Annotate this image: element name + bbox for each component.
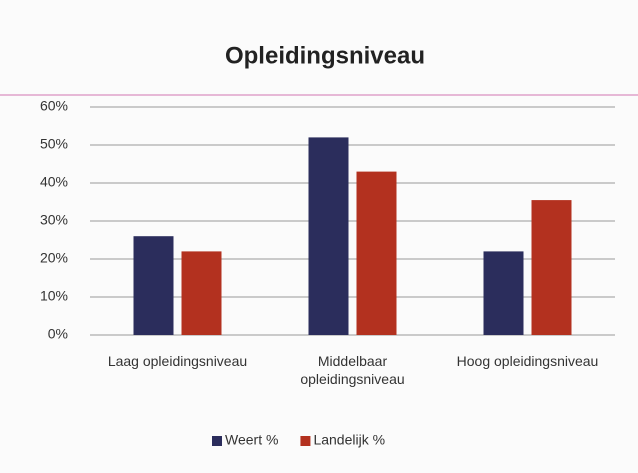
y-tick-label: 20% [40, 250, 68, 266]
legend-swatch [212, 436, 222, 446]
y-tick-label: 30% [40, 212, 68, 228]
bar [308, 137, 349, 335]
legend-label: Landelijk % [313, 432, 385, 448]
bar [531, 200, 572, 335]
y-tick-label: 40% [40, 174, 68, 190]
bar [133, 236, 174, 335]
x-tick-label: Middelbaar opleidingsniveau [300, 353, 405, 387]
y-tick-label: 50% [40, 136, 68, 152]
y-tick-label: 60% [40, 98, 68, 114]
y-tick-label: 10% [40, 288, 68, 304]
bar [181, 251, 222, 335]
x-tick-label: Hoog opleidingsniveau [456, 353, 599, 369]
legend-swatch [300, 436, 311, 446]
legend-label: Weert % [225, 432, 278, 448]
x-tick-label: Laag opleidingsniveau [107, 353, 248, 369]
bar [356, 171, 397, 335]
bar [483, 251, 524, 335]
chart-title: Opleidingsniveau [225, 42, 425, 69]
y-tick-label: 0% [48, 326, 68, 342]
